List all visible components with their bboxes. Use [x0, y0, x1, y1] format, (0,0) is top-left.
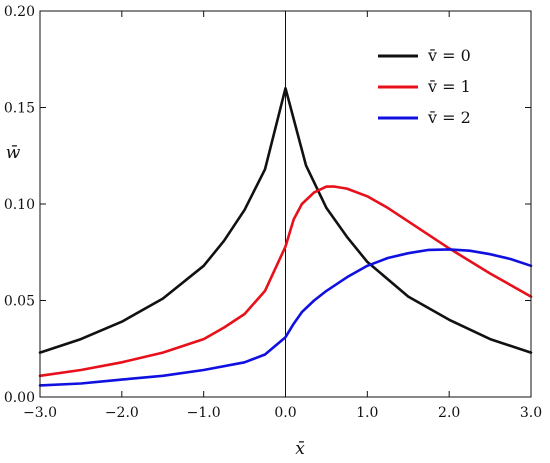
- y-tick-label: 0.00: [4, 390, 35, 406]
- x-tick-label: 0.0: [274, 405, 296, 421]
- y-tick-label: 0.10: [4, 197, 35, 213]
- y-tick-label: 0.15: [4, 101, 35, 117]
- y-tick-label: 0.05: [4, 294, 35, 310]
- y-axis-title: w̄: [6, 143, 21, 163]
- series-line-1: [38, 185, 533, 378]
- x-tick-label: −1.0: [187, 405, 221, 421]
- y-axis-ticks: 0.00 0.05 0.10 0.15 0.20: [4, 4, 531, 406]
- plot-lines: [38, 11, 533, 397]
- legend: v̄ = 0 v̄ = 1 v̄ = 2: [378, 46, 471, 127]
- series-line-2: [38, 248, 533, 387]
- x-axis-ticks: −3.0 −2.0 −1.0 0.0 1.0 2.0 3.0: [23, 11, 542, 421]
- legend-label-2: v̄ = 2: [427, 108, 471, 127]
- x-tick-label: 1.0: [356, 405, 378, 421]
- y-tick-label: 0.20: [4, 4, 35, 20]
- x-tick-label: −2.0: [105, 405, 139, 421]
- legend-label-1: v̄ = 1: [427, 77, 471, 96]
- legend-label-0: v̄ = 0: [427, 46, 471, 65]
- series-line-0: [38, 86, 533, 354]
- x-tick-label: −3.0: [23, 405, 57, 421]
- x-axis-title: x̄: [295, 439, 305, 459]
- x-tick-label: 3.0: [520, 405, 542, 421]
- x-tick-label: 2.0: [438, 405, 460, 421]
